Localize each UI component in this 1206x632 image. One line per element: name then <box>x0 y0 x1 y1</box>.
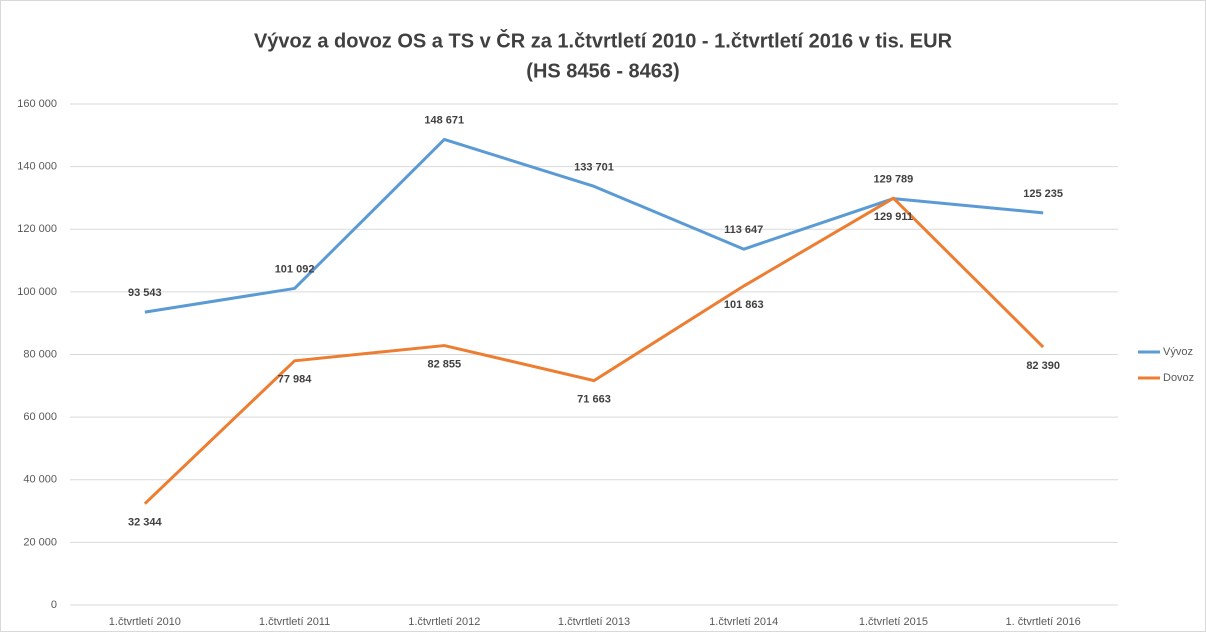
data-label: 82 390 <box>1026 360 1060 372</box>
data-label: 129 911 <box>874 211 913 223</box>
data-label: 148 671 <box>424 114 464 126</box>
data-label: 113 647 <box>724 224 763 236</box>
data-label: 32 344 <box>128 517 163 529</box>
legend-label: Dovoz <box>1163 372 1194 384</box>
chart-title: Vývoz a dovoz OS a TS v ČR za 1.čtvrtlet… <box>254 28 953 52</box>
data-label: 101 863 <box>724 299 764 311</box>
data-label: 125 235 <box>1023 188 1063 200</box>
x-tick-label: 1.čtvrletí 2014 <box>709 616 778 628</box>
data-label: 82 855 <box>427 358 461 370</box>
y-tick-label: 60 000 <box>23 411 57 423</box>
y-tick-label: 160 000 <box>17 98 57 110</box>
chart-title: (HS 8456 - 8463) <box>526 60 679 82</box>
x-tick-label: 1.čtvrtletí 2012 <box>408 616 480 628</box>
data-label: 71 663 <box>577 394 611 406</box>
x-tick-label: 1.čtvrletí 2015 <box>859 616 928 628</box>
data-label: 93 543 <box>128 287 162 299</box>
x-tick-label: 1.čtvrtletí 2010 <box>109 616 181 628</box>
legend-label: Vývoz <box>1163 346 1193 358</box>
data-label: 129 789 <box>874 174 914 186</box>
y-tick-label: 120 000 <box>17 223 57 235</box>
y-tick-label: 140 000 <box>17 161 57 173</box>
x-tick-label: 1.čtvrtletí 2013 <box>558 616 630 628</box>
data-label: 101 092 <box>275 263 315 275</box>
data-label: 133 701 <box>574 161 614 173</box>
y-tick-label: 0 <box>51 599 57 611</box>
x-tick-label: 1.čtvrtletí 2011 <box>259 616 330 628</box>
y-tick-label: 100 000 <box>17 286 57 298</box>
x-tick-label: 1. čtvrtletí 2016 <box>1006 616 1081 628</box>
series-line <box>143 196 1045 505</box>
y-tick-label: 40 000 <box>23 474 57 486</box>
data-label: 77 984 <box>278 374 313 386</box>
y-tick-label: 80 000 <box>23 348 57 360</box>
y-tick-label: 20 000 <box>23 536 57 548</box>
